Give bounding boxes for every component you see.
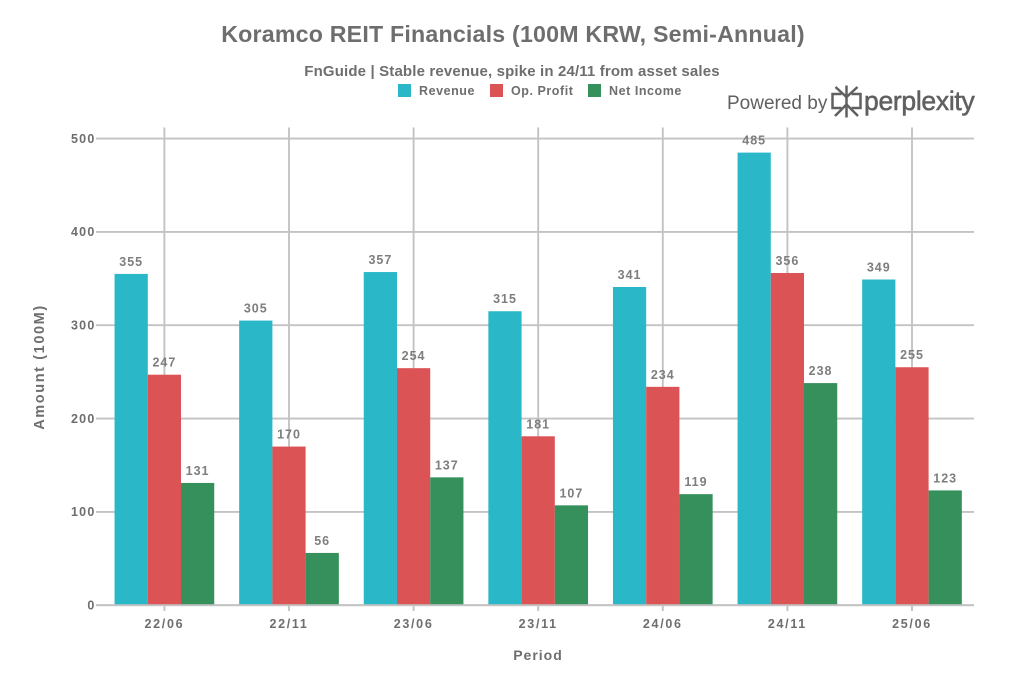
svg-text:341: 341 bbox=[618, 268, 642, 282]
svg-text:254: 254 bbox=[402, 349, 426, 363]
svg-text:170: 170 bbox=[277, 428, 301, 442]
svg-text:Net Income: Net Income bbox=[609, 84, 682, 98]
svg-text:181: 181 bbox=[526, 417, 550, 431]
svg-text:100: 100 bbox=[71, 505, 95, 519]
svg-text:Amount (100M): Amount (100M) bbox=[32, 304, 48, 430]
svg-text:123: 123 bbox=[933, 471, 957, 485]
svg-text:perplexity: perplexity bbox=[864, 86, 975, 116]
svg-text:234: 234 bbox=[651, 368, 675, 382]
svg-text:FnGuide | Stable revenue, spik: FnGuide | Stable revenue, spike in 24/11… bbox=[304, 63, 719, 80]
svg-text:200: 200 bbox=[71, 412, 95, 426]
svg-text:119: 119 bbox=[684, 475, 707, 489]
svg-text:349: 349 bbox=[867, 261, 891, 275]
svg-text:56: 56 bbox=[314, 534, 330, 548]
svg-text:Op. Profit: Op. Profit bbox=[511, 84, 574, 98]
svg-text:355: 355 bbox=[119, 255, 143, 269]
svg-text:300: 300 bbox=[71, 318, 95, 332]
svg-text:23/11: 23/11 bbox=[519, 617, 558, 631]
svg-text:25/06: 25/06 bbox=[892, 617, 932, 631]
svg-text:107: 107 bbox=[559, 486, 583, 500]
svg-text:Revenue: Revenue bbox=[419, 84, 475, 98]
svg-text:24/06: 24/06 bbox=[643, 617, 683, 631]
svg-text:22/11: 22/11 bbox=[269, 617, 308, 631]
svg-text:23/06: 23/06 bbox=[394, 617, 434, 631]
svg-text:Powered by: Powered by bbox=[727, 93, 828, 114]
svg-text:485: 485 bbox=[742, 134, 766, 148]
svg-text:356: 356 bbox=[775, 254, 799, 268]
svg-text:357: 357 bbox=[368, 253, 392, 267]
svg-text:500: 500 bbox=[71, 132, 95, 146]
svg-text:22/06: 22/06 bbox=[145, 617, 185, 631]
svg-text:Koramco REIT Financials (100M: Koramco REIT Financials (100M KRW, Semi-… bbox=[221, 21, 805, 47]
svg-text:305: 305 bbox=[244, 302, 268, 316]
svg-text:400: 400 bbox=[71, 225, 95, 239]
svg-text:238: 238 bbox=[809, 364, 833, 378]
svg-text:0: 0 bbox=[87, 598, 95, 612]
svg-text:24/11: 24/11 bbox=[768, 617, 807, 631]
svg-text:Period: Period bbox=[513, 647, 563, 663]
svg-text:255: 255 bbox=[900, 348, 924, 362]
svg-text:137: 137 bbox=[435, 458, 459, 472]
svg-text:315: 315 bbox=[493, 292, 517, 306]
svg-text:247: 247 bbox=[152, 356, 176, 370]
svg-text:131: 131 bbox=[186, 464, 210, 478]
